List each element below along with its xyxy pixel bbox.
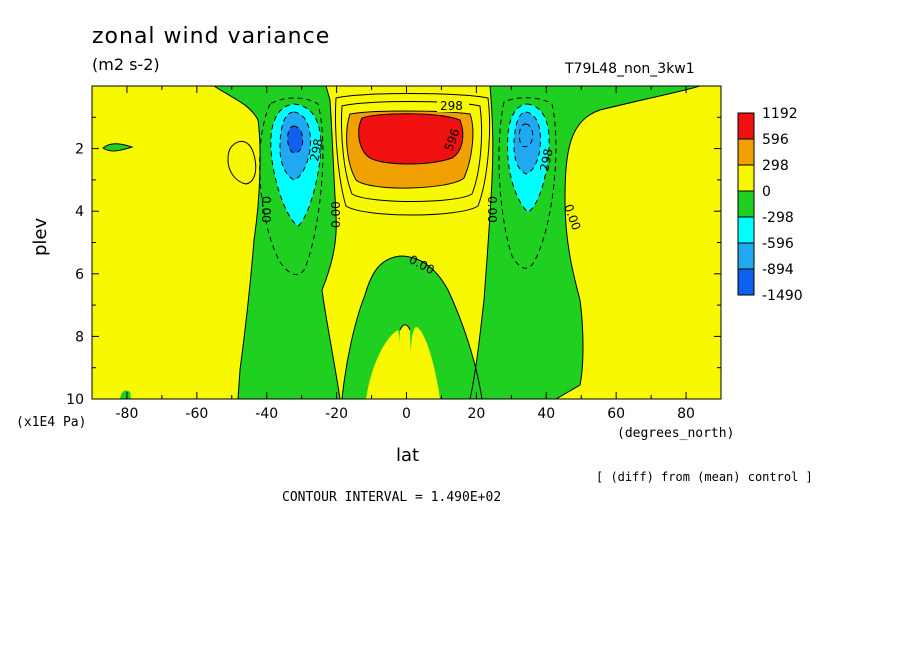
chart-title: zonal wind variance <box>92 24 331 49</box>
contour-label: 0.00 <box>259 196 273 223</box>
x-tick-label: -60 <box>185 406 208 422</box>
contour-line-14 <box>279 111 311 181</box>
fill-negative-surface-patch <box>120 390 131 399</box>
contour-line-20 <box>102 143 134 152</box>
contour-line-13 <box>270 103 322 227</box>
x-tick-label: 80 <box>677 406 695 422</box>
legend-swatch <box>737 268 755 296</box>
fill-darkblue-south <box>287 126 303 153</box>
fill-red-equatorial <box>358 113 463 164</box>
x-tick-label: -80 <box>116 406 139 422</box>
contour-labels: 298 596 298 298 0.00 0.00 0.00 0.00 0.00 <box>259 98 583 277</box>
legend-label: -298 <box>762 210 794 226</box>
contour-line-9 <box>341 101 483 202</box>
legend: 1192 596 298 0 -298 -596 -894 -1490 <box>737 106 803 304</box>
contour-line-11 <box>358 113 464 165</box>
contour-line-1 <box>213 86 261 399</box>
contour-lines <box>102 86 701 399</box>
y-tick-label: 4 <box>75 204 84 220</box>
contour-line-19 <box>518 123 534 148</box>
x-tick-label: 40 <box>537 406 555 422</box>
y-tick-label: 8 <box>75 329 84 345</box>
contour-label-bg <box>437 98 469 112</box>
contour-fills <box>92 86 721 399</box>
contour-line-12 <box>259 97 324 276</box>
contour-label: 298 <box>307 137 325 162</box>
fill-positive-tongue <box>398 324 412 399</box>
x-tick-label: 60 <box>607 406 625 422</box>
legend-swatch <box>737 112 755 140</box>
contour-line-16 <box>498 97 557 269</box>
x-tick-label: 20 <box>467 406 485 422</box>
contour-line-8 <box>334 93 491 216</box>
legend-label: 1192 <box>762 106 798 122</box>
y-tick-label: 2 <box>75 142 84 158</box>
axes <box>91 85 722 400</box>
diff-note: [ (diff) from (mean) control ] <box>596 470 813 484</box>
contour-label: 0.00 <box>485 196 499 223</box>
legend-label: -894 <box>762 262 794 278</box>
chart-units: (m2 s-2) <box>92 55 160 74</box>
legend-label: -596 <box>762 236 794 252</box>
legend-label: 0 <box>762 184 771 200</box>
contour-line-5 <box>341 255 483 399</box>
fill-midblue-north <box>514 112 541 174</box>
y-tick-label: 10 <box>66 392 84 408</box>
contour-line-10 <box>346 110 474 189</box>
x-tick-label: -40 <box>255 406 278 422</box>
contour-line-2 <box>321 86 341 399</box>
x-tick-label: 0 <box>402 406 411 422</box>
y-axis-units: (x1E4 Pa) <box>16 415 87 430</box>
contour-label: 0.00 <box>329 201 343 228</box>
contour-line-15 <box>287 125 304 154</box>
legend-label: 596 <box>762 132 789 148</box>
contour-line-4 <box>469 86 494 399</box>
contour-line-17 <box>507 103 550 213</box>
legend-swatch <box>737 242 755 270</box>
x-axis-label: lat <box>396 445 420 466</box>
y-tick-label: 6 <box>75 267 84 283</box>
legend-swatch <box>737 216 755 244</box>
contour-label: 298 <box>440 99 463 113</box>
contour-line-7 <box>227 140 257 185</box>
contour-label: 298 <box>537 147 555 172</box>
legend-swatch <box>737 190 755 218</box>
contour-line-3 <box>555 86 701 399</box>
fill-negative-equatorial <box>342 256 482 399</box>
legend-swatch <box>737 138 755 166</box>
legend-label: 298 <box>762 158 789 174</box>
run-label: T79L48_non_3kw1 <box>565 61 695 77</box>
x-axis-units: (degrees_north) <box>617 426 735 441</box>
legend-label: -1490 <box>762 288 803 304</box>
legend-swatch <box>737 164 755 192</box>
contour-line-6 <box>399 324 411 331</box>
contour-line-18 <box>513 111 541 175</box>
contour-interval: CONTOUR INTERVAL = 1.490E+02 <box>282 490 502 505</box>
x-tick-label: -20 <box>325 406 348 422</box>
